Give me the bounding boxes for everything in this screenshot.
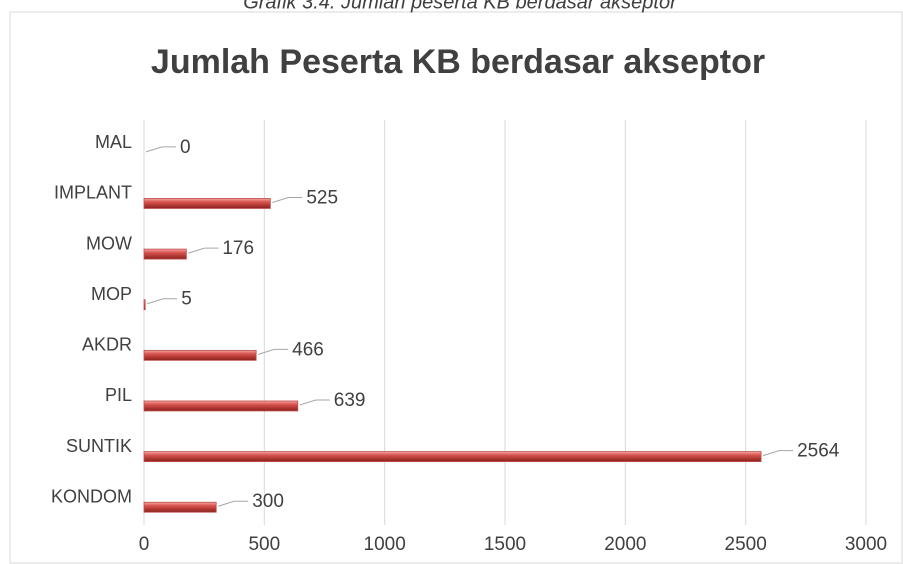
x-tick-label: 2500 bbox=[725, 534, 767, 555]
leader-line bbox=[218, 500, 249, 507]
data-label: 639 bbox=[334, 390, 366, 411]
data-label: 466 bbox=[292, 339, 324, 360]
bar bbox=[143, 248, 187, 260]
bar bbox=[143, 400, 299, 412]
caption: Grafik 3.4. Jumlah peserta KB berdasar a… bbox=[243, 0, 678, 13]
leader-line bbox=[147, 298, 178, 305]
y-tick-label: SUNTIK bbox=[66, 436, 132, 456]
x-tick-label: 1000 bbox=[364, 534, 406, 555]
data-label: 5 bbox=[181, 289, 192, 310]
x-tick-label: 500 bbox=[248, 534, 280, 555]
x-tick-label: 3000 bbox=[845, 534, 887, 555]
bar bbox=[143, 349, 257, 361]
data-label: 300 bbox=[252, 491, 284, 512]
bar bbox=[143, 501, 217, 513]
y-tick-label: PIL bbox=[105, 385, 132, 405]
leader-line bbox=[762, 450, 794, 457]
leader-line bbox=[299, 399, 330, 406]
chart-frame bbox=[9, 11, 903, 564]
x-tick-label: 1500 bbox=[484, 534, 526, 555]
y-tick-label: KONDOM bbox=[51, 486, 132, 506]
y-tick-label: AKDR bbox=[82, 335, 132, 355]
chart-title: Jumlah Peserta KB berdasar akseptor bbox=[151, 43, 765, 81]
bar bbox=[143, 451, 762, 462]
y-tick-label: MOW bbox=[86, 233, 132, 253]
data-label: 2564 bbox=[797, 441, 840, 462]
y-tick-label: IMPLANT bbox=[54, 183, 132, 203]
x-tick-label: 2000 bbox=[604, 534, 646, 555]
leader-line bbox=[258, 348, 289, 355]
data-label: 0 bbox=[180, 137, 191, 158]
y-tick-label: MAL bbox=[95, 132, 132, 152]
y-tick-label: MOP bbox=[91, 284, 132, 304]
bar bbox=[143, 198, 271, 209]
x-tick-label: 0 bbox=[139, 534, 150, 555]
leader-line bbox=[188, 247, 219, 254]
bar bbox=[143, 299, 146, 311]
data-label: 525 bbox=[306, 187, 338, 208]
data-label: 176 bbox=[222, 238, 254, 259]
leader-line bbox=[272, 196, 303, 203]
leader-line bbox=[145, 146, 176, 153]
